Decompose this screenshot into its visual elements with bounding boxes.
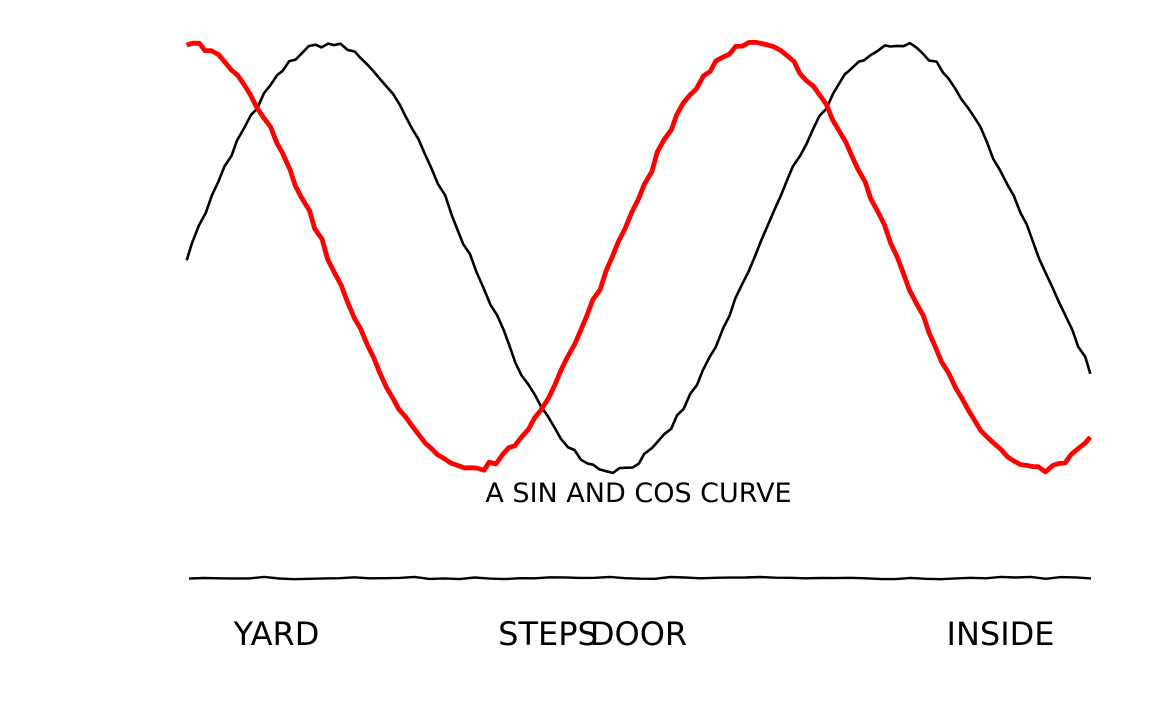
x-tick-label-steps: STEPS [498,615,598,653]
chart-annotation: A SIN AND COS CURVE [485,478,791,509]
series-line-cos [185,39,1093,475]
series-line-sin [185,41,1092,475]
x-tick-label-inside: INSIDE [947,615,1055,653]
x-tick-label-door: DOOR [590,615,687,653]
plot-area [185,39,1093,475]
x-axis-line [188,575,1092,581]
x-tick-label-yard: YARD [233,615,320,653]
